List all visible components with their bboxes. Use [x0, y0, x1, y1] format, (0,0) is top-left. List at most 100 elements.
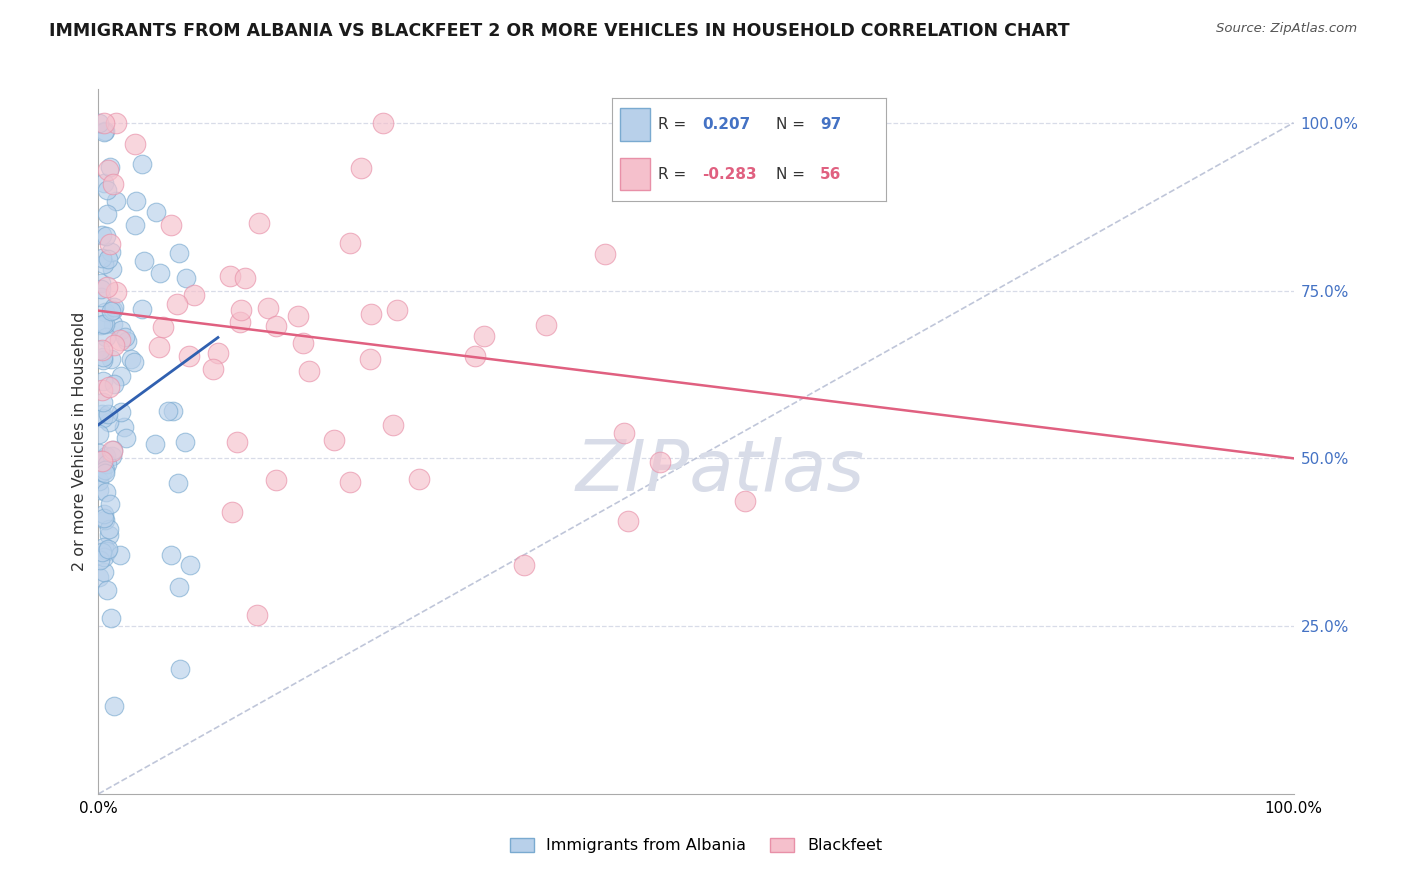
- Point: [381, 418, 404, 433]
- Point: [156, 403, 179, 417]
- Point: [245, 607, 267, 622]
- Point: [97, 162, 120, 177]
- Point: [91, 394, 114, 409]
- Point: [149, 266, 172, 280]
- Point: [152, 320, 174, 334]
- Point: [472, 329, 495, 343]
- Point: [120, 351, 142, 366]
- Point: [97, 541, 120, 556]
- Text: -0.283: -0.283: [702, 167, 756, 182]
- Point: [323, 434, 346, 448]
- Point: [287, 309, 309, 323]
- Point: [90, 282, 112, 296]
- Point: [90, 276, 112, 290]
- Point: [350, 161, 373, 175]
- Point: [96, 183, 118, 197]
- Point: [97, 252, 120, 267]
- Point: [167, 580, 190, 594]
- Point: [298, 364, 321, 378]
- Point: [219, 269, 242, 284]
- Point: [103, 302, 125, 317]
- Point: [93, 508, 115, 522]
- Text: R =: R =: [658, 167, 692, 182]
- Point: [159, 548, 181, 562]
- Point: [94, 463, 117, 477]
- Point: [96, 543, 118, 558]
- Point: [104, 194, 127, 209]
- Point: [90, 227, 112, 242]
- Text: ZIPatlas: ZIPatlas: [575, 437, 865, 507]
- Point: [103, 337, 125, 351]
- Point: [110, 323, 132, 337]
- Point: [97, 407, 120, 421]
- Point: [360, 307, 382, 321]
- Point: [124, 219, 146, 233]
- Point: [131, 157, 153, 171]
- Text: N =: N =: [776, 117, 810, 132]
- Point: [339, 235, 361, 250]
- Point: [91, 252, 114, 266]
- Point: [174, 270, 197, 285]
- Point: [91, 350, 114, 364]
- Point: [125, 194, 148, 208]
- Point: [179, 558, 201, 573]
- Point: [89, 553, 111, 567]
- Point: [98, 496, 121, 510]
- Point: [257, 301, 280, 316]
- Point: [101, 261, 124, 276]
- Point: [132, 253, 155, 268]
- Point: [94, 485, 117, 500]
- Bar: [620, 158, 650, 190]
- Point: [464, 349, 486, 363]
- Point: [96, 457, 118, 471]
- Point: [94, 317, 117, 331]
- Point: [87, 474, 110, 488]
- Point: [94, 449, 117, 463]
- Text: 97: 97: [820, 117, 841, 132]
- Point: [131, 301, 153, 316]
- Point: [94, 124, 117, 138]
- Point: [104, 285, 127, 299]
- Point: [114, 330, 136, 344]
- Point: [247, 216, 270, 230]
- Point: [292, 335, 315, 350]
- Point: [93, 550, 115, 565]
- Point: [94, 466, 117, 480]
- Point: [94, 228, 117, 243]
- Point: [93, 565, 115, 579]
- Point: [145, 205, 167, 219]
- Point: [101, 443, 124, 458]
- Point: [169, 662, 191, 676]
- Point: [90, 318, 112, 333]
- Point: [91, 453, 114, 467]
- Point: [226, 435, 249, 450]
- Point: [93, 455, 115, 469]
- Point: [97, 522, 120, 536]
- Point: [143, 437, 166, 451]
- Point: [177, 349, 200, 363]
- Point: [93, 125, 115, 139]
- Point: [91, 317, 114, 331]
- Point: [91, 352, 114, 367]
- Point: [94, 305, 117, 319]
- Text: 0.207: 0.207: [702, 117, 751, 132]
- Point: [91, 410, 114, 425]
- Point: [103, 300, 125, 314]
- Point: [101, 317, 124, 331]
- Point: [93, 116, 115, 130]
- Point: [100, 245, 122, 260]
- Point: [93, 540, 115, 554]
- Point: [96, 582, 118, 597]
- Point: [221, 505, 243, 519]
- Point: [108, 549, 131, 563]
- Point: [100, 610, 122, 624]
- Text: R =: R =: [658, 117, 692, 132]
- Point: [96, 280, 118, 294]
- Point: [167, 475, 190, 490]
- Point: [101, 444, 124, 458]
- Point: [115, 431, 138, 445]
- Point: [617, 514, 640, 528]
- Point: [593, 247, 616, 261]
- Point: [100, 351, 122, 366]
- Point: [359, 352, 381, 367]
